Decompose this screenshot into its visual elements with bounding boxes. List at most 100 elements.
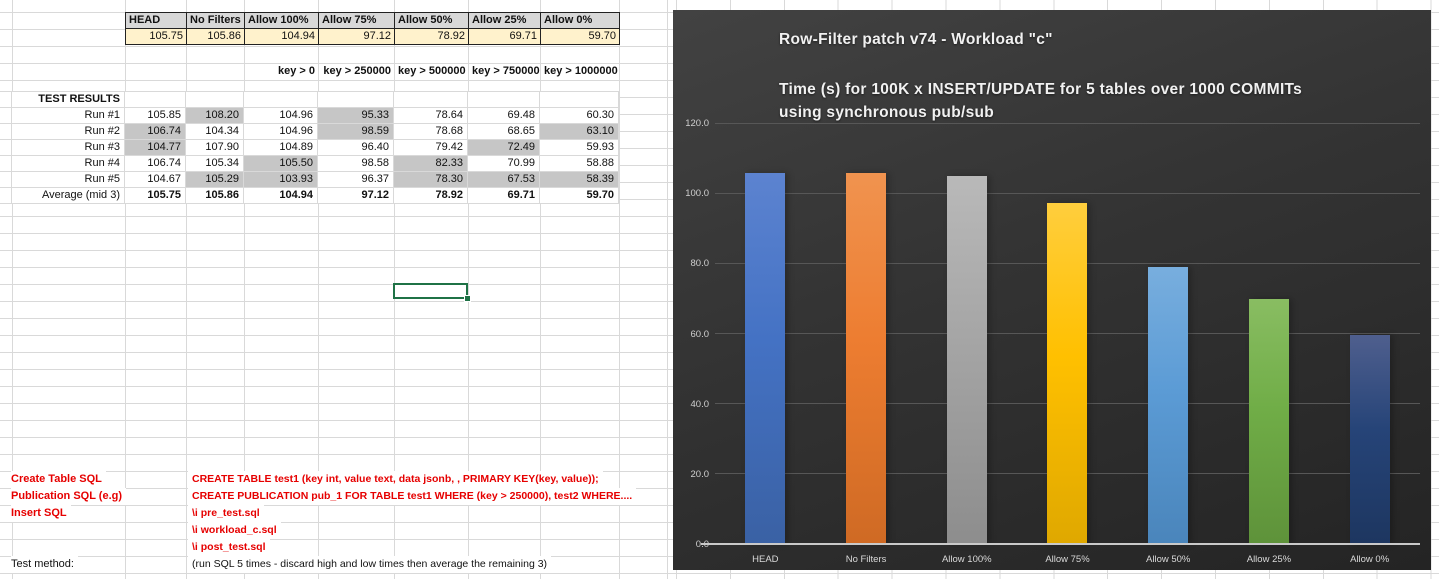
- average-value-cell[interactable]: 97.12: [318, 188, 394, 204]
- sql-row-text[interactable]: (run SQL 5 times - discard high and low …: [188, 556, 552, 573]
- sql-row-text[interactable]: \i post_test.sql: [188, 539, 270, 556]
- summary-header-cell[interactable]: Allow 75%: [319, 12, 395, 29]
- run-value-cell[interactable]: 96.40: [318, 140, 394, 156]
- run-value-cell[interactable]: 103.93: [244, 172, 318, 188]
- run-value-cell[interactable]: 96.37: [318, 172, 394, 188]
- key-filter-cell[interactable]: key > 750000: [469, 64, 541, 80]
- run-value-cell[interactable]: 59.93: [540, 140, 619, 156]
- run-value-cell[interactable]: 105.85: [125, 108, 186, 124]
- run-value-cell[interactable]: 98.58: [318, 156, 394, 172]
- run-value-cell[interactable]: 106.74: [125, 124, 186, 140]
- sql-row-text[interactable]: \i pre_test.sql: [188, 505, 264, 522]
- empty-cell[interactable]: [244, 92, 318, 108]
- run-value-cell[interactable]: 104.34: [186, 124, 244, 140]
- key-filter-cell[interactable]: key > 0: [245, 64, 319, 80]
- bar[interactable]: [1349, 334, 1390, 544]
- sql-row-text[interactable]: \i workload_c.sql: [188, 522, 281, 539]
- run-value-cell[interactable]: 58.88: [540, 156, 619, 172]
- category-label: Allow 0%: [1350, 554, 1390, 565]
- summary-value-cell[interactable]: 105.75: [126, 29, 187, 45]
- bar[interactable]: [1148, 267, 1189, 544]
- summary-value-cell[interactable]: 59.70: [541, 29, 620, 45]
- average-value-cell[interactable]: 105.75: [125, 188, 186, 204]
- summary-header-cell[interactable]: Allow 100%: [245, 12, 319, 29]
- run-value-cell[interactable]: 104.96: [244, 108, 318, 124]
- run-value-cell[interactable]: 68.65: [468, 124, 540, 140]
- empty-cell[interactable]: [540, 92, 619, 108]
- bar[interactable]: [1047, 203, 1088, 544]
- summary-header-cell[interactable]: Allow 50%: [395, 12, 469, 29]
- run-value-cell[interactable]: 95.33: [318, 108, 394, 124]
- summary-header-cell[interactable]: No Filters: [187, 12, 245, 29]
- average-value-cell[interactable]: 105.86: [186, 188, 244, 204]
- average-label-cell[interactable]: Average (mid 3): [12, 188, 125, 204]
- summary-value-cell[interactable]: 105.86: [187, 29, 245, 45]
- summary-value-cell[interactable]: 97.12: [319, 29, 395, 45]
- run-value-cell[interactable]: 78.64: [394, 108, 468, 124]
- run-value-cell[interactable]: 104.77: [125, 140, 186, 156]
- run-value-cell[interactable]: 105.50: [244, 156, 318, 172]
- run-value-cell[interactable]: 79.42: [394, 140, 468, 156]
- average-value-cell[interactable]: 104.94: [244, 188, 318, 204]
- run-label-cell[interactable]: Run #5: [12, 172, 125, 188]
- run-value-cell[interactable]: 82.33: [394, 156, 468, 172]
- empty-cell[interactable]: [318, 92, 394, 108]
- summary-value-cell[interactable]: 69.71: [469, 29, 541, 45]
- empty-cell[interactable]: [468, 92, 540, 108]
- run-value-cell[interactable]: 105.34: [186, 156, 244, 172]
- run-value-cell[interactable]: 63.10: [540, 124, 619, 140]
- run-label-cell[interactable]: Run #3: [12, 140, 125, 156]
- run-label-cell[interactable]: Run #4: [12, 156, 125, 172]
- summary-header-cell[interactable]: HEAD: [126, 12, 187, 29]
- summary-header-cell[interactable]: Allow 25%: [469, 12, 541, 29]
- bar[interactable]: [745, 173, 786, 544]
- run-value-cell[interactable]: 104.96: [244, 124, 318, 140]
- sql-row-text[interactable]: CREATE PUBLICATION pub_1 FOR TABLE test1…: [188, 488, 637, 505]
- bar-slot: Allow 75%: [1017, 123, 1118, 565]
- sql-row-text[interactable]: CREATE TABLE test1 (key int, value text,…: [188, 471, 603, 488]
- empty-cell[interactable]: [125, 92, 186, 108]
- sql-row-label[interactable]: Create Table SQL: [11, 471, 106, 488]
- run-value-cell[interactable]: 58.39: [540, 172, 619, 188]
- sql-row-label[interactable]: Test method:: [11, 556, 78, 573]
- run-value-cell[interactable]: 106.74: [125, 156, 186, 172]
- bar-chart[interactable]: Row-Filter patch v74 - Workload "c" Time…: [673, 10, 1431, 570]
- summary-value-cell[interactable]: 104.94: [245, 29, 319, 45]
- key-filter-cell[interactable]: key > 500000: [395, 64, 469, 80]
- average-value-cell[interactable]: 78.92: [394, 188, 468, 204]
- summary-value-cell[interactable]: 78.92: [395, 29, 469, 45]
- run-value-cell[interactable]: 69.48: [468, 108, 540, 124]
- run-value-cell[interactable]: 104.67: [125, 172, 186, 188]
- run-value-cell[interactable]: 60.30: [540, 108, 619, 124]
- bar[interactable]: [946, 175, 987, 544]
- key-filter-cell[interactable]: key > 1000000: [541, 64, 620, 80]
- fill-handle[interactable]: [464, 295, 471, 302]
- chart-title-block: Row-Filter patch v74 - Workload "c" Time…: [779, 31, 1439, 124]
- run-value-cell[interactable]: 67.53: [468, 172, 540, 188]
- average-value-cell[interactable]: 59.70: [540, 188, 619, 204]
- summary-header-cell[interactable]: Allow 0%: [541, 12, 620, 29]
- run-label-cell[interactable]: Run #2: [12, 124, 125, 140]
- sql-row-label[interactable]: Insert SQL: [11, 505, 71, 522]
- empty-cell[interactable]: [394, 92, 468, 108]
- bar[interactable]: [1248, 299, 1289, 544]
- run-value-cell[interactable]: 70.99: [468, 156, 540, 172]
- run-value-cell[interactable]: 107.90: [186, 140, 244, 156]
- run-value-cell[interactable]: 108.20: [186, 108, 244, 124]
- spacer-cell: [0, 188, 12, 204]
- run-value-cell[interactable]: 98.59: [318, 124, 394, 140]
- run-value-cell[interactable]: 72.49: [468, 140, 540, 156]
- run-value-cell[interactable]: 78.30: [394, 172, 468, 188]
- bar[interactable]: [846, 172, 887, 544]
- run-label-cell[interactable]: Run #1: [12, 108, 125, 124]
- table-row: Run #1 105.85 108.20 104.96 95.33 78.64 69.48 6…: [0, 108, 619, 124]
- run-value-cell[interactable]: 105.29: [186, 172, 244, 188]
- run-value-cell[interactable]: 78.68: [394, 124, 468, 140]
- selected-cell[interactable]: [393, 283, 471, 302]
- sql-row-label[interactable]: Publication SQL (e.g): [11, 488, 127, 505]
- run-value-cell[interactable]: 104.89: [244, 140, 318, 156]
- key-filter-cell[interactable]: key > 250000: [319, 64, 395, 80]
- category-label: HEAD: [752, 554, 779, 565]
- average-value-cell[interactable]: 69.71: [468, 188, 540, 204]
- empty-cell[interactable]: [186, 92, 244, 108]
